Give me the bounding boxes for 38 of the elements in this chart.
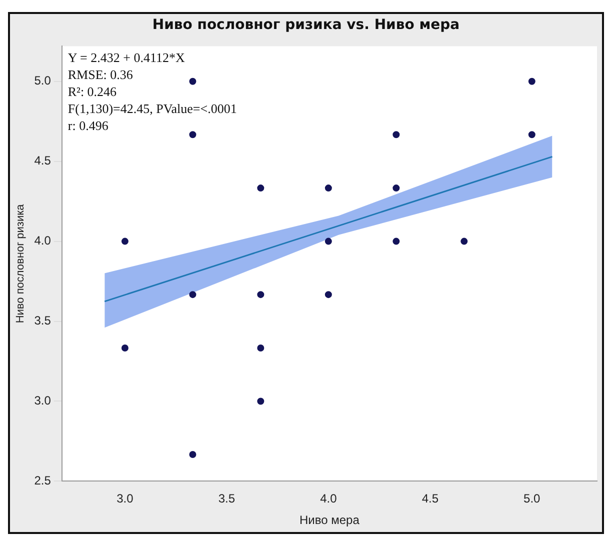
x-tick-label: 4.5 xyxy=(422,492,439,506)
point xyxy=(257,184,264,192)
point xyxy=(189,131,196,138)
annotation: R²: 0.246 xyxy=(68,84,118,100)
point xyxy=(121,238,128,245)
point xyxy=(392,238,400,245)
point xyxy=(189,291,196,298)
point xyxy=(324,184,332,192)
chart-title: Ниво пословног ризика vs. Ниво мера xyxy=(151,16,461,35)
x-tick-label: 5.0 xyxy=(524,492,541,506)
point xyxy=(528,78,536,85)
annotation: RMSE: 0.36 xyxy=(68,67,134,82)
point xyxy=(121,344,128,352)
y-axis-title: Ниво пословног ризика xyxy=(14,203,27,324)
y-tick-label: 4.0 xyxy=(34,234,52,248)
y-tick-label: 4.5 xyxy=(34,154,52,168)
x-tick-label: 4.0 xyxy=(320,492,338,506)
x-tick-label: 3.0 xyxy=(116,492,134,506)
annotation: F(1,130)=42.45, PValue=<.0001 xyxy=(68,101,237,116)
x-axis-title: Ниво мера xyxy=(299,513,360,528)
annotation: Y = 2.432 + 0.4112*X xyxy=(68,50,186,66)
point xyxy=(257,344,264,352)
point xyxy=(324,238,332,245)
y-tick-label: 2.5 xyxy=(34,474,52,488)
point xyxy=(324,291,332,298)
point xyxy=(392,184,400,192)
y-tick-label: 3.5 xyxy=(34,314,52,328)
point xyxy=(392,131,400,138)
point xyxy=(189,78,196,85)
y-tick-label: 5.0 xyxy=(34,74,52,88)
point xyxy=(257,398,264,405)
annotation: r: 0.496 xyxy=(68,118,109,134)
point xyxy=(460,238,468,245)
point xyxy=(528,131,536,138)
point xyxy=(257,291,264,298)
y-tick-label: 3.0 xyxy=(34,394,52,408)
x-tick-label: 3.5 xyxy=(218,492,236,506)
point xyxy=(189,450,196,458)
